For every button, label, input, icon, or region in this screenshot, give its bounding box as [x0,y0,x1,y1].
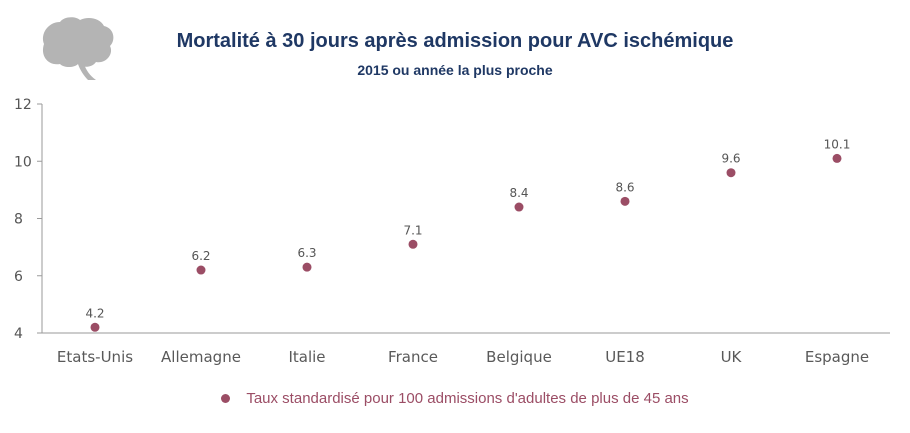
x-category-label: Belgique [486,348,552,366]
x-category-label: Etats-Unis [57,348,133,366]
chart-title: Mortalité à 30 jours après admission pou… [176,30,734,52]
legend-marker [221,393,231,403]
data-label: 7.1 [403,223,422,237]
data-label: 9.6 [721,152,740,166]
data-point [196,265,206,275]
x-category-label: France [388,348,438,366]
y-tick-label: 6 [14,269,23,285]
y-tick-label: 4 [14,326,23,342]
data-label: 4.2 [85,306,104,320]
chart-subtitle: 2015 ou année la plus proche [357,62,553,78]
data-label: 8.4 [509,186,528,200]
data-point [302,262,312,272]
y-tick-label: 12 [14,97,32,113]
x-category-label: Italie [288,348,325,366]
y-tick-label: 10 [14,154,32,170]
legend: Taux standardisé pour 100 admissions d'a… [0,390,910,407]
x-category-label: Espagne [805,348,869,366]
brain-icon [42,17,114,80]
data-label: 6.3 [297,246,316,260]
data-point [832,153,842,163]
data-label: 10.1 [824,137,851,151]
y-tick-label: 8 [14,212,23,228]
data-point [90,322,100,332]
data-point [514,202,524,212]
legend-label: Taux standardisé pour 100 admissions d'a… [246,390,689,407]
x-category-label: Allemagne [161,348,241,366]
data-point [726,168,736,178]
data-point [408,239,418,249]
data-label: 8.6 [615,180,634,194]
x-category-label: UE18 [605,348,645,366]
data-point [620,196,630,206]
data-label: 6.2 [191,249,210,263]
x-category-label: UK [721,348,743,366]
